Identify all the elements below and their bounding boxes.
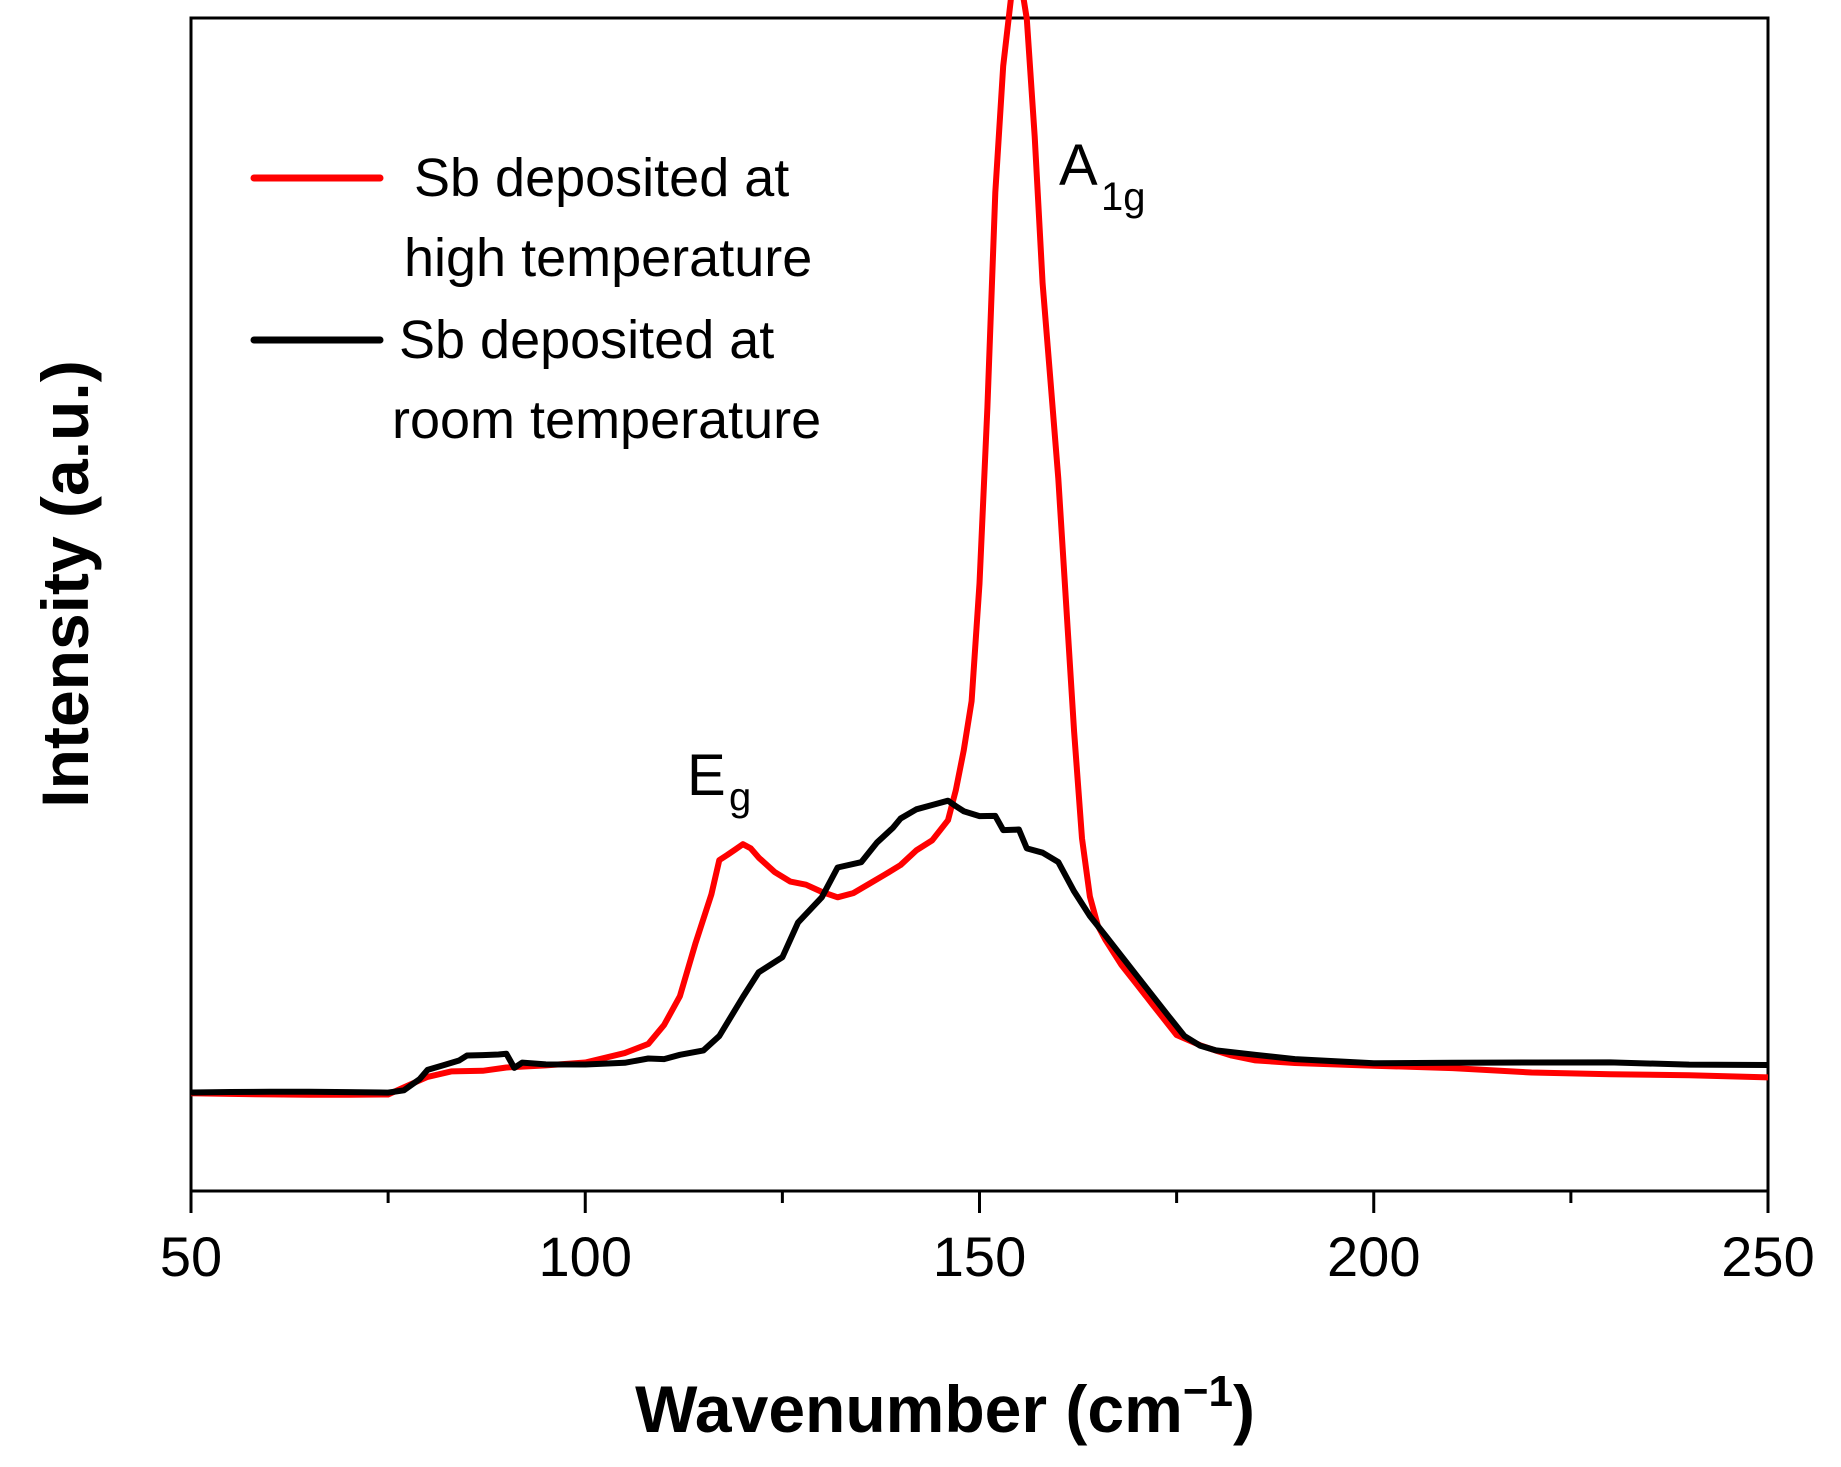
annotation-eg-sub: g: [729, 775, 751, 819]
x-tick-label: 50: [160, 1225, 222, 1288]
series-line-room-temperature: [190, 797, 1769, 1096]
x-axis-title-close: ): [1233, 1372, 1255, 1446]
legend: Sb deposited at high temperature Sb depo…: [250, 148, 821, 450]
annotation-a1g: A 1g: [1059, 133, 1146, 219]
annotation-a1g-main: A: [1059, 133, 1098, 198]
legend-label-high-temperature-line1: Sb deposited at: [414, 148, 789, 208]
x-tick-label: 100: [539, 1225, 632, 1288]
x-axis-title-superscript: −1: [1183, 1367, 1233, 1416]
annotation-a1g-sub: 1g: [1101, 175, 1146, 219]
x-tick-label: 150: [933, 1225, 1026, 1288]
annotation-eg-main: E: [687, 743, 726, 808]
y-axis-title: Intensity (a.u.): [28, 360, 102, 807]
x-tick-label: 250: [1721, 1225, 1814, 1288]
x-tick-label: 200: [1327, 1225, 1420, 1288]
legend-label-room-temperature-line2: room temperature: [392, 390, 821, 450]
annotation-eg: E g: [687, 743, 751, 819]
legend-label-high-temperature-line2: high temperature: [404, 228, 812, 288]
x-axis-ticks: [189, 1191, 1770, 1213]
series-layer: [190, 0, 1769, 1098]
x-axis-title-main: Wavenumber (cm: [635, 1372, 1183, 1446]
legend-label-room-temperature-line1: Sb deposited at: [399, 310, 774, 370]
x-axis-title: Wavenumber (cm−1): [635, 1367, 1255, 1446]
x-axis-tick-labels: 50 100 150 200 250: [160, 1225, 1815, 1288]
